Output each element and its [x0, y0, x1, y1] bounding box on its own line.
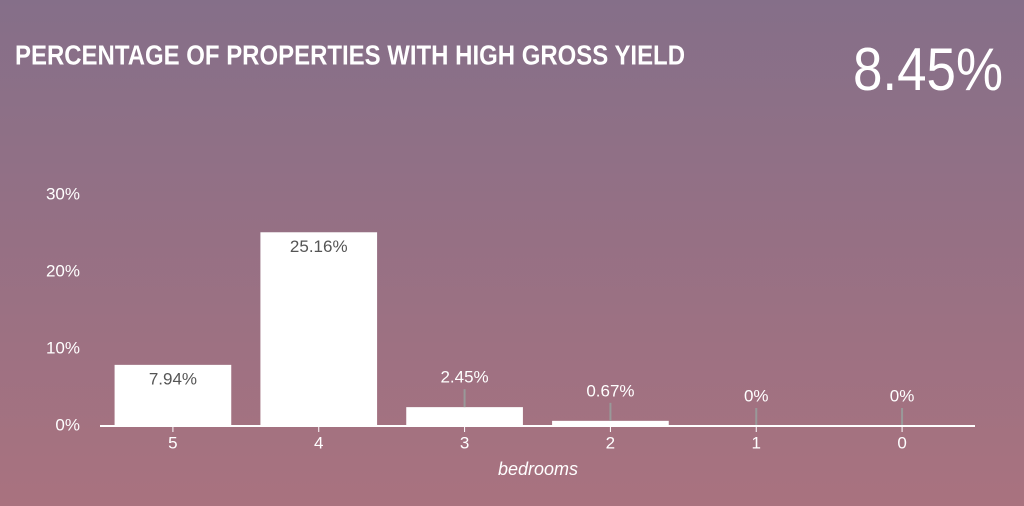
value-label: 2.45%: [440, 368, 488, 387]
y-tick-label: 20%: [46, 261, 80, 280]
y-tick-label: 0%: [55, 415, 80, 434]
x-tick-label: 4: [314, 433, 323, 452]
value-label: 25.16%: [290, 237, 348, 256]
bar: [406, 407, 523, 426]
kpi-value: 8.45%: [853, 36, 1003, 103]
chart-title: PERCENTAGE OF PROPERTIES WITH HIGH GROSS…: [15, 39, 685, 70]
value-label: 0%: [890, 386, 915, 405]
x-tick-label: 1: [752, 433, 761, 452]
x-tick-label: 5: [168, 433, 177, 452]
bar: [260, 232, 378, 426]
x-axis-label: bedrooms: [498, 459, 578, 479]
y-tick-label: 10%: [46, 338, 80, 357]
x-tick-label: 2: [606, 433, 615, 452]
bar: [114, 364, 232, 426]
value-label: 0.67%: [586, 381, 634, 400]
bar: [552, 420, 669, 426]
value-label: 7.94%: [149, 369, 197, 388]
y-tick-label: 30%: [46, 184, 80, 203]
value-label: 0%: [744, 386, 769, 405]
x-tick-label: 0: [897, 433, 906, 452]
x-tick-label: 3: [460, 433, 469, 452]
